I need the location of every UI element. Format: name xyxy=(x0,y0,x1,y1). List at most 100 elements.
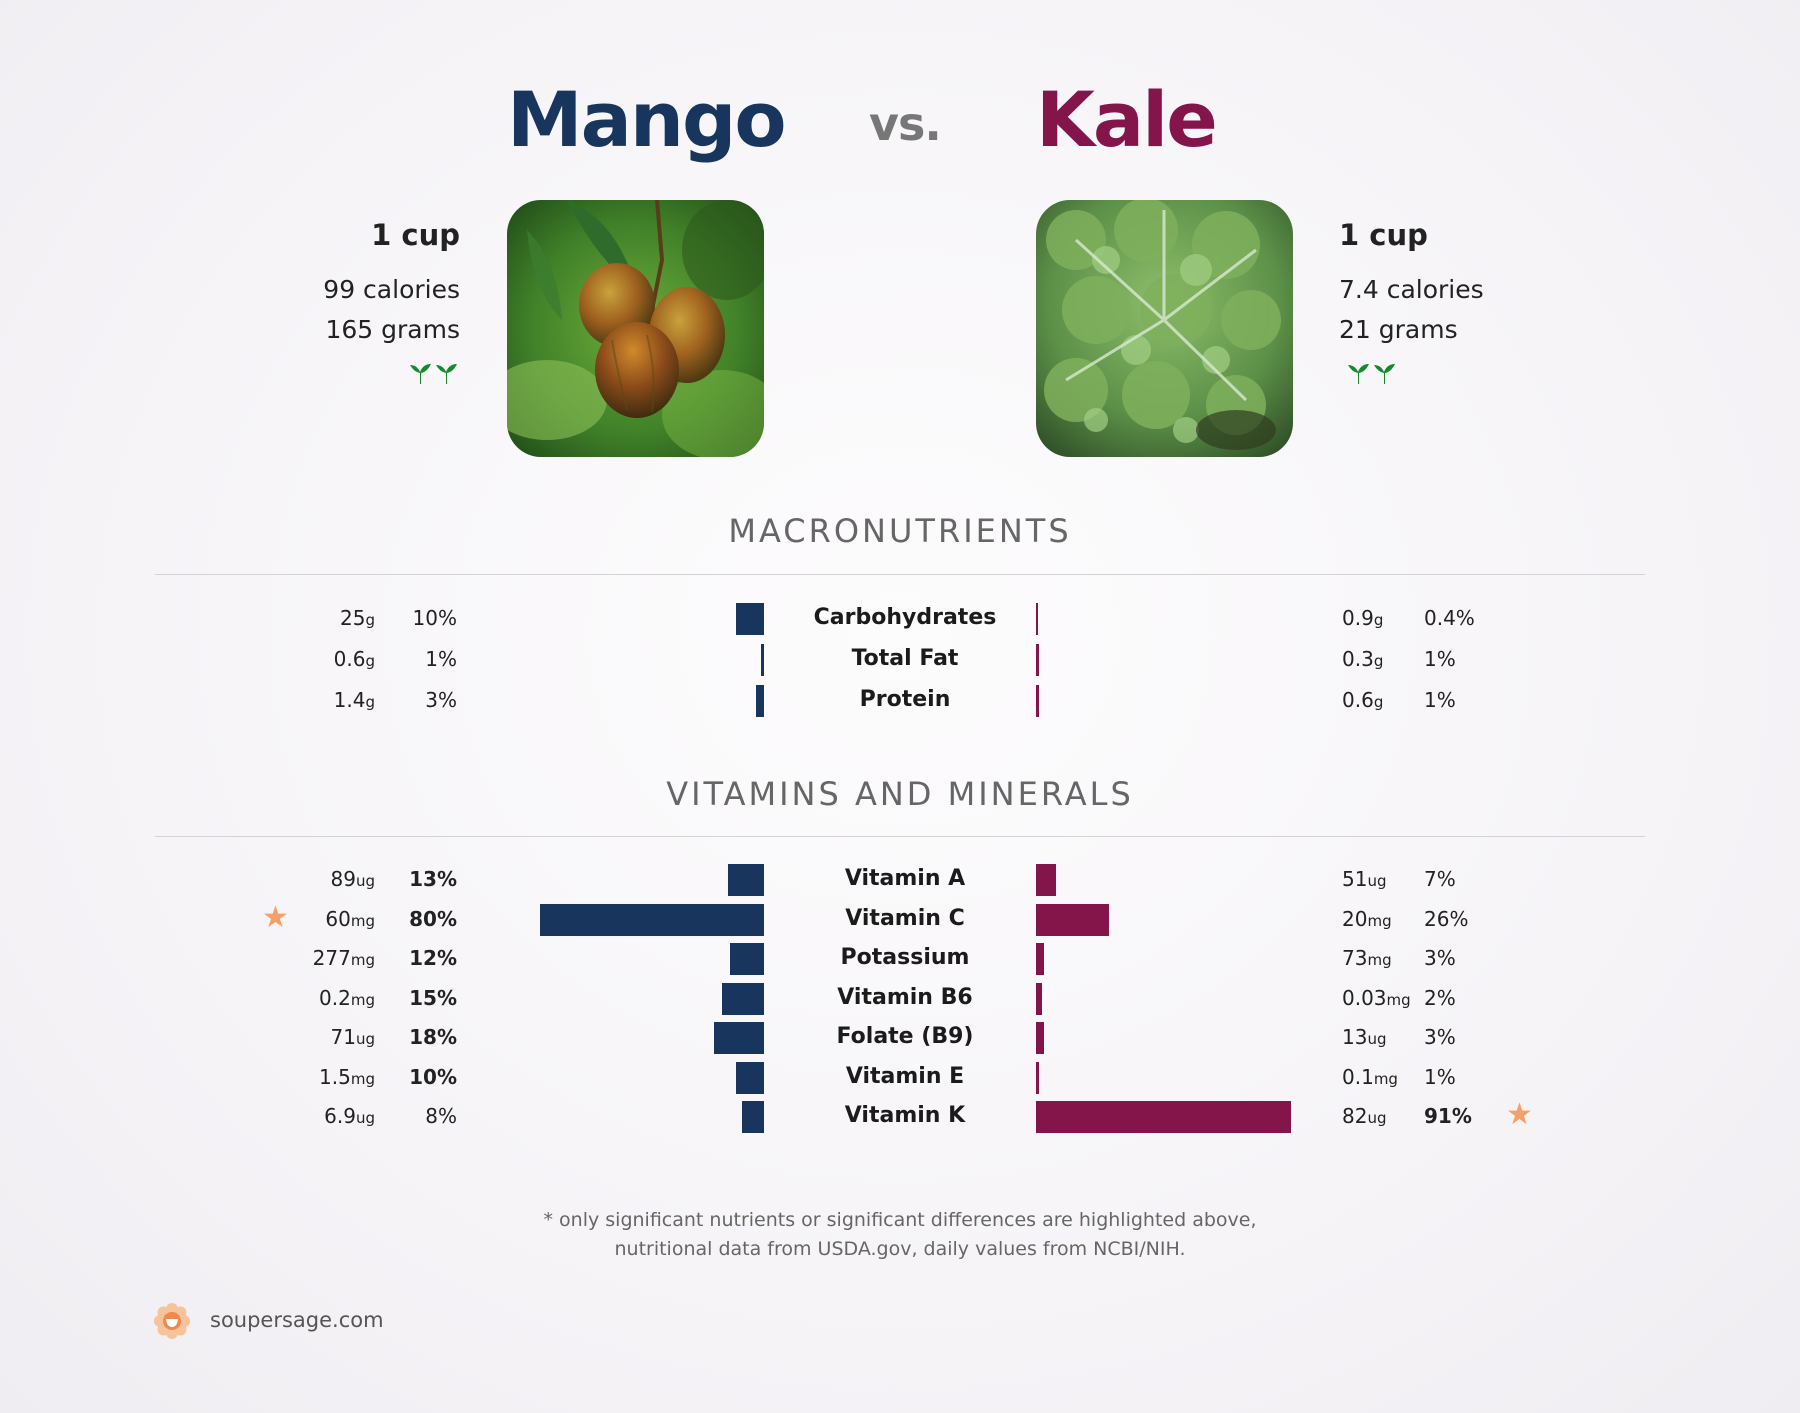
amount-value: 82 xyxy=(1342,1104,1368,1128)
amount-unit: g xyxy=(365,611,375,629)
amount-unit: g xyxy=(1373,693,1384,711)
bar-food-a xyxy=(736,603,764,635)
amount-unit: ug xyxy=(1367,1030,1387,1048)
amount-value: 0.6 xyxy=(333,647,366,671)
food-a-percent: 13% xyxy=(409,867,457,891)
food-b-percent: 91% xyxy=(1424,1104,1472,1128)
nutrient-label: Vitamin A xyxy=(844,866,966,891)
food-b-percent: 2% xyxy=(1424,985,1456,1010)
bar-food-a xyxy=(713,1022,764,1054)
food-a-amount: 0.6g xyxy=(240,647,375,671)
food-b-percent: 1% xyxy=(1424,688,1456,712)
amount-unit: ug xyxy=(355,872,375,890)
bar-food-b xyxy=(1036,603,1038,635)
bar-food-b xyxy=(1036,685,1039,717)
bar-food-b xyxy=(1036,943,1045,975)
section-divider xyxy=(155,836,1645,837)
food-b-amount: 0.1mg xyxy=(1342,1065,1482,1089)
food-b-amount: 82ug xyxy=(1342,1104,1482,1128)
section-title: MACRONUTRIENTS xyxy=(728,512,1072,550)
food-b-percent: 0.4% xyxy=(1424,606,1475,630)
bar-food-b xyxy=(1036,903,1109,936)
food-b-serving: 1 cup xyxy=(1339,218,1428,252)
amount-value: 0.03 xyxy=(1342,985,1387,1010)
amount-unit: g xyxy=(365,693,375,711)
food-b-percent: 26% xyxy=(1424,906,1469,931)
amount-value: 51 xyxy=(1342,867,1368,891)
bar-food-b xyxy=(1036,864,1056,896)
bar-food-a xyxy=(761,644,764,676)
food-a-amount: 6.9ug xyxy=(240,1104,375,1128)
amount-unit: g xyxy=(1373,652,1384,670)
mango-photo xyxy=(507,200,764,457)
food-b-amount: 73mg xyxy=(1342,946,1482,970)
amount-unit: mg xyxy=(350,990,375,1009)
amount-value: 0.1 xyxy=(1342,1064,1374,1089)
amount-value: 0.6 xyxy=(1342,688,1374,712)
food-b-percent: 7% xyxy=(1424,867,1456,891)
nutrient-label: Vitamin C xyxy=(845,905,965,931)
amount-unit: ug xyxy=(355,1109,375,1127)
sprout-icon xyxy=(1346,360,1398,390)
amount-value: 277 xyxy=(312,946,351,970)
food-a-serving: 1 cup xyxy=(371,218,460,252)
amount-value: 25 xyxy=(340,606,366,630)
food-a-calories: 99 calories xyxy=(323,275,460,304)
nutrient-label: Vitamin E xyxy=(845,1063,965,1089)
bar-food-b xyxy=(1036,1101,1291,1133)
bar-food-b xyxy=(1036,644,1039,676)
food-b-title: Kale xyxy=(1036,75,1218,164)
bar-food-a xyxy=(722,982,764,1015)
food-a-amount: 1.5mg xyxy=(240,1065,375,1089)
bar-food-a xyxy=(755,685,764,717)
amount-unit: mg xyxy=(1386,990,1411,1009)
food-b-calories: 7.4 calories xyxy=(1339,275,1484,304)
food-b-percent: 3% xyxy=(1424,946,1456,970)
star-icon: ★ xyxy=(262,899,289,935)
star-icon: ★ xyxy=(1506,1097,1533,1132)
amount-value: 0.3 xyxy=(1342,647,1374,671)
food-a-amount: 0.2mg xyxy=(240,986,375,1010)
amount-value: 20 xyxy=(1342,906,1368,931)
food-b-amount: 0.6g xyxy=(1342,688,1482,712)
amount-unit: ug xyxy=(355,1030,375,1048)
amount-unit: mg xyxy=(1367,911,1392,930)
nutrient-label: Protein xyxy=(859,687,951,712)
food-a-percent: 3% xyxy=(425,688,457,712)
food-a-amount: 71ug xyxy=(240,1025,375,1049)
amount-unit: ug xyxy=(1367,1109,1387,1127)
bar-food-a xyxy=(730,943,764,975)
bar-food-b xyxy=(1036,982,1042,1015)
food-a-title: Mango xyxy=(507,75,787,164)
food-a-amount: 60mg xyxy=(240,907,375,931)
nutrient-label: Carbohydrates xyxy=(813,605,997,630)
vs-label: vs. xyxy=(869,97,942,151)
food-a-percent: 1% xyxy=(425,647,457,671)
food-a-percent: 8% xyxy=(425,1104,457,1128)
amount-value: 1.4 xyxy=(333,688,366,712)
food-a-percent: 10% xyxy=(409,1064,457,1089)
section-divider xyxy=(155,574,1645,575)
amount-value: 13 xyxy=(1342,1025,1368,1049)
amount-value: 60 xyxy=(325,906,351,931)
section-title: VITAMINS AND MINERALS xyxy=(666,775,1134,813)
soupersage-logo-icon xyxy=(154,1303,190,1343)
bar-food-a xyxy=(727,864,764,896)
food-a-amount: 25g xyxy=(240,606,375,630)
food-b-percent: 3% xyxy=(1424,1025,1456,1049)
nutrient-label: Potassium xyxy=(840,945,970,970)
amount-value: 73 xyxy=(1342,946,1368,970)
bar-food-a xyxy=(736,1061,764,1094)
amount-unit: mg xyxy=(350,1069,375,1088)
bar-food-b xyxy=(1036,1061,1039,1094)
food-b-amount: 0.9g xyxy=(1342,606,1482,630)
food-a-percent: 10% xyxy=(412,606,457,630)
amount-value: 1.5 xyxy=(319,1064,351,1089)
amount-unit: mg xyxy=(1367,951,1392,969)
nutrient-label: Total Fat xyxy=(851,646,959,671)
footnote-line-2: nutritional data from USDA.gov, daily va… xyxy=(614,1238,1186,1260)
brand-site[interactable]: soupersage.com xyxy=(210,1308,384,1332)
footnote-line-1: * only significant nutrients or signific… xyxy=(543,1209,1257,1231)
food-b-amount: 51ug xyxy=(1342,867,1482,891)
sprout-icon xyxy=(408,360,460,390)
